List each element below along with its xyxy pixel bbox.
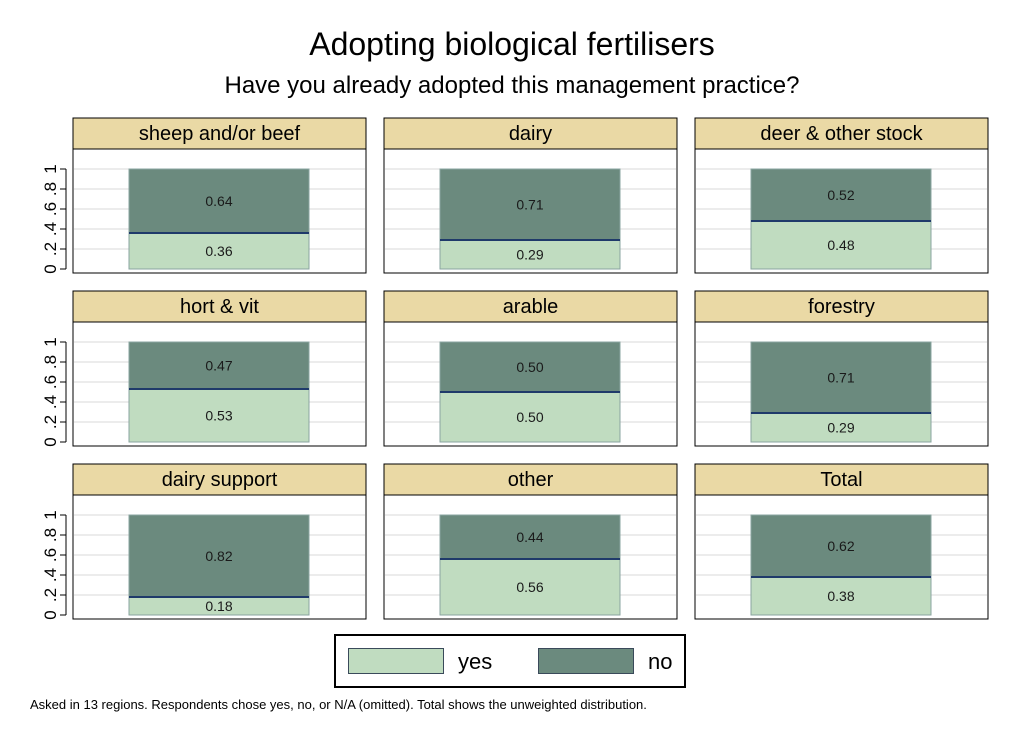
panel-label: dairy support (162, 469, 278, 491)
bar-no (128, 514, 310, 598)
y-tick-label: 0 (41, 264, 60, 273)
y-tick-label: 1 (41, 510, 60, 519)
bar-yes (128, 232, 310, 270)
chart-subtitle: Have you already adopted this management… (224, 72, 800, 99)
panel-header (383, 117, 678, 150)
bar-no (128, 341, 310, 390)
bar-no (439, 341, 621, 393)
data-label-no: 0.44 (516, 529, 543, 545)
data-label-yes: 0.56 (516, 579, 543, 595)
chart-title: Adopting biological fertilisers (309, 26, 715, 62)
data-label-yes: 0.48 (827, 237, 854, 253)
y-tick-label: .6 (41, 202, 60, 216)
bar-no (439, 514, 621, 560)
bar-no (750, 514, 932, 578)
data-label-no: 0.82 (205, 548, 232, 564)
y-tick-label: .2 (41, 415, 60, 429)
legend: yes no (334, 634, 686, 688)
y-tick-label: .2 (41, 242, 60, 256)
faceted-bar-chart: sheep and/or beef 0.36 0.64 0 .2 .4 .6 .8 1 dairy… (41, 117, 989, 620)
y-tick-label: .2 (41, 588, 60, 602)
bar-no (750, 341, 932, 414)
panel-label: other (508, 469, 554, 491)
y-tick-label: .4 (41, 395, 60, 409)
data-label-yes: 0.29 (516, 247, 543, 263)
bar-yes (439, 239, 621, 270)
panel-label: sheep and/or beef (139, 123, 301, 145)
data-label-yes: 0.36 (205, 243, 232, 259)
y-tick-label: 1 (41, 337, 60, 346)
bar-yes (750, 412, 932, 443)
panel-header (383, 463, 678, 496)
data-label-no: 0.71 (827, 370, 854, 386)
legend-swatch-yes (348, 648, 444, 674)
legend-label-no: no (648, 649, 673, 674)
bar-yes (439, 558, 621, 616)
y-tick-label: .8 (41, 528, 60, 542)
data-label-no: 0.47 (205, 358, 232, 374)
legend-swatch-no (538, 648, 634, 674)
bar-no (128, 168, 310, 234)
legend-label-yes: yes (458, 649, 493, 674)
bar-yes (439, 391, 621, 443)
panel-header (72, 290, 367, 323)
data-label-no: 0.50 (516, 359, 543, 375)
panel-label: forestry (808, 296, 875, 318)
y-tick-label: .8 (41, 355, 60, 369)
data-label-yes: 0.18 (205, 598, 232, 614)
panel-header (72, 463, 367, 496)
panel-label: deer & other stock (760, 123, 923, 145)
y-tick-label: .4 (41, 222, 60, 236)
bar-yes (128, 388, 310, 443)
bar-no (750, 168, 932, 222)
bar-yes (750, 220, 932, 270)
panel-header (383, 290, 678, 323)
y-tick-label: .4 (41, 568, 60, 582)
data-label-yes: 0.53 (205, 408, 232, 424)
bar-yes (750, 576, 932, 616)
data-label-no: 0.52 (827, 187, 854, 203)
panel-label: arable (503, 296, 559, 318)
y-tick-label: .6 (41, 375, 60, 389)
footnote: Asked in 13 regions. Respondents chose y… (30, 697, 647, 712)
data-label-no: 0.71 (516, 197, 543, 213)
y-tick-label: 0 (41, 437, 60, 446)
panel-header (694, 463, 989, 496)
y-tick-label: .6 (41, 548, 60, 562)
data-label-no: 0.64 (205, 193, 232, 209)
panel-header (694, 117, 989, 150)
data-label-no: 0.62 (827, 538, 854, 554)
panel-label: hort & vit (180, 296, 259, 318)
panel-label: Total (820, 469, 862, 491)
data-label-yes: 0.38 (827, 588, 854, 604)
bar-no (439, 168, 621, 241)
y-tick-label: .8 (41, 182, 60, 196)
panel-label: dairy (509, 123, 552, 145)
y-tick-label: 0 (41, 610, 60, 619)
data-label-yes: 0.50 (516, 409, 543, 425)
data-label-yes: 0.29 (827, 420, 854, 436)
y-tick-label: 1 (41, 164, 60, 173)
